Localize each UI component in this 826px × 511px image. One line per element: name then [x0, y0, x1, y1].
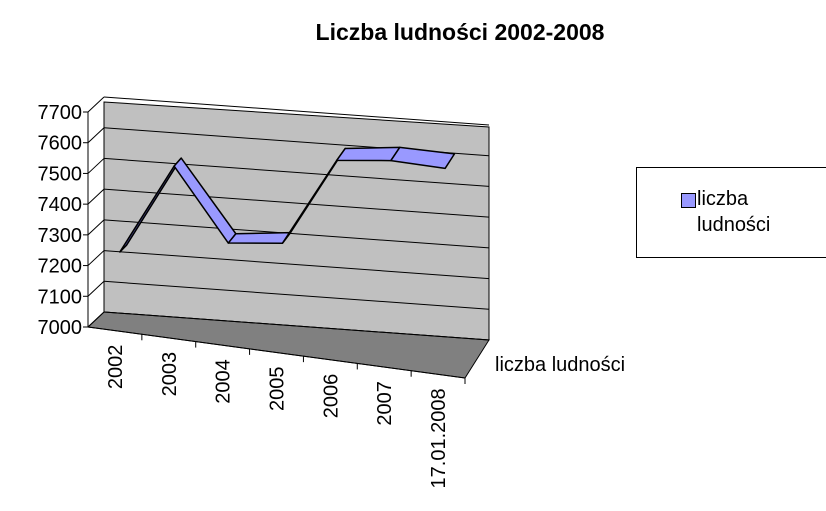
ribbon-segment — [390, 146, 456, 170]
legend-swatch — [681, 193, 696, 208]
grid-line — [103, 219, 490, 249]
grid-connector — [87, 280, 105, 297]
grid-line — [103, 280, 490, 310]
grid-connector — [87, 96, 105, 113]
chart-title: Liczba ludności 2002-2008 — [316, 19, 605, 45]
grid-connector — [87, 311, 105, 328]
x-tick-label: 17.01.2008 — [428, 388, 450, 488]
grid-line — [103, 96, 490, 126]
x-axis — [87, 326, 466, 379]
ribbon-segment — [335, 146, 401, 162]
grid-line — [103, 157, 490, 187]
grid-connector — [87, 158, 105, 174]
y-tick-label: 7300 — [38, 225, 83, 247]
y-tick-label: 7500 — [38, 163, 83, 185]
legend: liczba ludności — [636, 167, 826, 258]
y-tick-label: 7000 — [38, 317, 83, 339]
grid-connector — [87, 188, 105, 205]
grid-line — [103, 311, 490, 341]
y-tick-label: 7600 — [38, 133, 83, 155]
grid-connector — [87, 127, 105, 144]
grid-line — [103, 250, 490, 280]
grid-connector — [87, 250, 105, 266]
y-tick-label: 7400 — [38, 194, 83, 216]
x-tick-label: 2006 — [320, 374, 342, 419]
grid-connector — [87, 219, 105, 236]
y-tick-label: 7200 — [38, 256, 83, 278]
series-axis-label: liczba ludności — [495, 354, 625, 376]
x-tick-label: 2007 — [374, 381, 396, 426]
x-tick-label: 2003 — [159, 352, 181, 397]
x-tick-label: 2005 — [267, 367, 289, 412]
grid-line — [103, 188, 490, 218]
ribbon-segment — [227, 231, 292, 244]
x-tick-label: 2004 — [213, 359, 235, 404]
legend-label: liczba ludności — [697, 188, 771, 236]
x-tick-label: 2002 — [105, 345, 127, 390]
y-tick-label: 7700 — [38, 102, 83, 124]
y-tick-label: 7100 — [38, 286, 83, 308]
